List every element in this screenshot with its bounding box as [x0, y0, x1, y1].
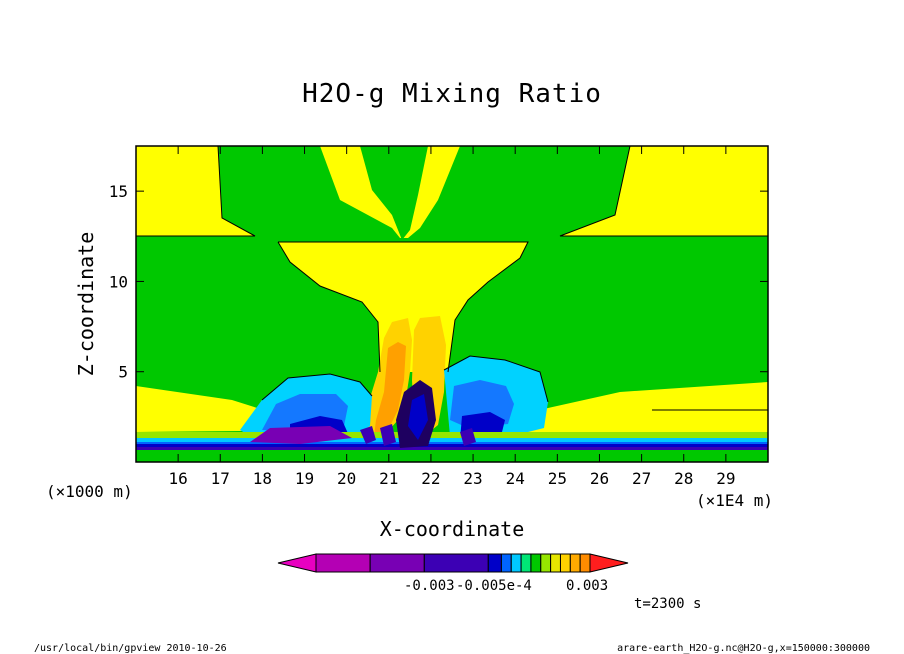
x-tick-label: 20 [337, 469, 356, 488]
colorbar-box [540, 553, 552, 573]
x-tick-label: 23 [463, 469, 482, 488]
colorbar [277, 553, 629, 573]
colorbar-box [530, 553, 542, 573]
x-tick-label: 19 [295, 469, 314, 488]
x-axis: 16 17 18 19 20 21 22 23 24 25 26 27 28 29 [169, 146, 735, 488]
colorbar-box [369, 553, 425, 573]
x-tick-label: 22 [421, 469, 440, 488]
colorbar-box [559, 553, 571, 573]
x-tick-label: 29 [716, 469, 735, 488]
colorbar-box [510, 553, 522, 573]
contour-lines [136, 146, 768, 403]
x-tick-label: 21 [379, 469, 398, 488]
colorbar-box [550, 553, 561, 573]
chart-title: H2O-g Mixing Ratio [302, 79, 602, 109]
colorbar-label-3: 0.003 [566, 578, 608, 594]
contour-field [136, 146, 768, 462]
y-tick-label: 15 [109, 182, 128, 201]
colorbar-low-cap [277, 553, 317, 573]
colorbar-box [423, 553, 489, 573]
footer-right: arare-earth_H2O-g.nc@H2O-g,x=150000:3000… [617, 643, 870, 654]
colorbar-label-2: -0.005e-4 [456, 578, 532, 594]
colorbar-box [520, 553, 532, 573]
x-tick-label: 24 [506, 469, 525, 488]
colorbar-high-cap [589, 553, 629, 573]
x-unit-label: (×1E4 m) [696, 491, 773, 510]
x-tick-label: 26 [590, 469, 609, 488]
colorbar-box [579, 553, 591, 573]
x-axis-label: X-coordinate [380, 517, 525, 541]
x-tick-label: 27 [632, 469, 651, 488]
y-axis: 5 10 15 [109, 182, 768, 382]
colorbar-box [487, 553, 502, 573]
x-tick-label: 17 [211, 469, 230, 488]
colorbar-box [315, 553, 371, 573]
x-tick-label: 25 [548, 469, 567, 488]
y-tick-label: 10 [109, 272, 128, 291]
x-tick-label: 18 [253, 469, 272, 488]
x-tick-label: 16 [169, 469, 188, 488]
colorbar-label-1: -0.003 [404, 578, 455, 594]
x-tick-label: 28 [674, 469, 693, 488]
y-axis-label: Z-coordinate [74, 232, 98, 377]
time-label: t=2300 s [634, 596, 701, 612]
colorbar-box [500, 553, 512, 573]
footer-left: /usr/local/bin/gpview 2010-10-26 [34, 643, 227, 654]
y-tick-label: 5 [118, 363, 128, 382]
colorbar-box [569, 553, 581, 573]
plot-frame [135, 145, 769, 463]
y-unit-label: (×1000 m) [46, 482, 133, 501]
